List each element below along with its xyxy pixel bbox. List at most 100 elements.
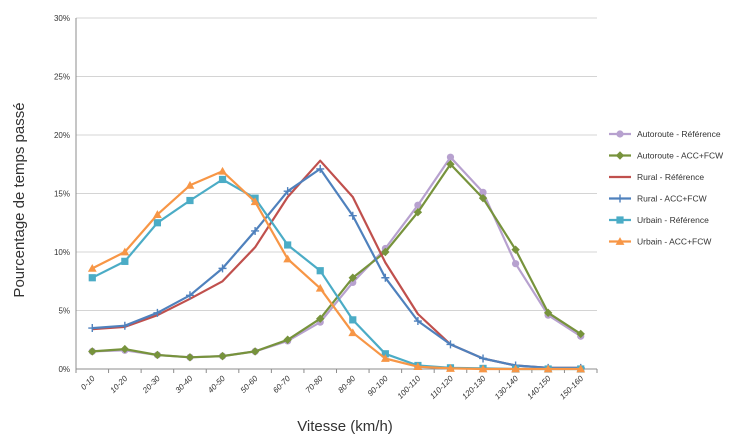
data-point <box>615 237 625 245</box>
data-point <box>316 314 325 323</box>
legend-label: Urbain - Référence <box>637 215 709 225</box>
data-point <box>316 267 324 275</box>
y-tick-label: 10% <box>54 248 70 257</box>
data-point <box>616 194 624 203</box>
data-point <box>153 219 162 227</box>
data-point <box>88 324 97 333</box>
x-tick-label: 90-100 <box>366 374 390 398</box>
data-point <box>218 264 227 273</box>
data-point <box>218 351 227 361</box>
x-tick-label: 0-10 <box>79 374 97 392</box>
data-point <box>250 197 260 206</box>
series-line <box>92 156 582 359</box>
legend-label: Autoroute - ACC+FCW <box>637 151 723 161</box>
x-tick-label: 60-70 <box>271 374 292 395</box>
data-point <box>615 151 625 160</box>
data-point <box>381 247 390 257</box>
data-point <box>413 362 423 371</box>
legend-entry: Autoroute - Référence <box>609 129 721 139</box>
data-point <box>511 364 520 373</box>
data-point <box>616 130 624 138</box>
series-group <box>88 164 585 372</box>
data-point <box>511 245 520 254</box>
x-tick-label: 120-130 <box>460 374 488 402</box>
y-tick-label: 5% <box>58 307 70 316</box>
y-tick-label: 30% <box>54 14 70 23</box>
data-point <box>381 273 390 282</box>
data-point <box>543 364 553 373</box>
data-point <box>185 353 195 362</box>
data-point <box>315 283 325 292</box>
legend-label: Rural - Référence <box>637 172 704 182</box>
data-point <box>380 354 390 362</box>
y-axis-ticks: 0% 5% 10% 15% 20% 25% 30% <box>54 14 70 374</box>
data-point <box>120 321 129 330</box>
data-point <box>153 350 162 360</box>
data-point <box>348 211 357 220</box>
data-point <box>576 364 586 373</box>
data-point <box>153 210 162 218</box>
data-point <box>413 317 422 326</box>
legend-label: Urbain - ACC+FCW <box>637 237 711 247</box>
x-tick-label: 30-40 <box>174 374 195 395</box>
series-lines <box>87 153 586 373</box>
y-tick-label: 20% <box>54 131 70 140</box>
data-point <box>543 308 553 318</box>
gridlines <box>75 17 598 373</box>
series-group <box>88 175 585 373</box>
legend-label: Rural - ACC+FCW <box>637 194 707 204</box>
legend-entry: Urbain - ACC+FCW <box>609 237 711 247</box>
legend-entry: Rural - ACC+FCW <box>609 194 707 204</box>
data-point <box>446 160 455 169</box>
data-point <box>283 254 293 263</box>
data-point <box>446 153 455 161</box>
x-tick-label: 130-140 <box>493 374 521 402</box>
y-axis-title: Pourcentage de temps passé <box>11 102 28 297</box>
x-axis-title: Vitesse (km/h) <box>297 418 393 435</box>
data-point <box>87 263 97 272</box>
series-group <box>87 166 586 373</box>
data-point <box>153 308 162 317</box>
data-point <box>479 188 487 196</box>
data-point <box>251 226 260 235</box>
series-line <box>92 163 582 359</box>
legend-entry: Rural - Référence <box>609 172 704 182</box>
legend: Autoroute - Référence Autoroute - ACC+FCW… <box>609 129 723 247</box>
x-tick-label: 10-20 <box>108 374 129 395</box>
x-tick-label: 20-30 <box>140 374 162 396</box>
data-point <box>283 335 292 344</box>
series-group <box>88 153 585 361</box>
data-point <box>121 257 129 265</box>
data-point <box>284 241 292 249</box>
x-axis-ticks: 0-10 10-20 20-30 30-40 40-50 50-60 60-70 70-80 8… <box>79 374 586 402</box>
data-point <box>348 273 357 282</box>
data-point <box>120 247 130 256</box>
series-group <box>88 160 585 362</box>
data-point <box>616 216 624 224</box>
y-tick-label: 25% <box>54 73 70 82</box>
series-line <box>91 170 581 371</box>
data-point <box>218 175 227 184</box>
legend-entry: Urbain - Référence <box>609 215 709 225</box>
data-point <box>348 328 358 337</box>
data-point <box>88 274 96 282</box>
data-point <box>349 316 357 324</box>
series-line <box>92 167 581 369</box>
data-point <box>316 164 325 173</box>
data-point <box>185 180 195 189</box>
x-tick-label: 110-120 <box>428 374 455 401</box>
x-tick-label: 70-80 <box>304 374 325 395</box>
data-point <box>446 340 455 349</box>
x-tick-label: 140-150 <box>525 374 553 402</box>
data-point <box>576 329 585 339</box>
data-point <box>218 166 227 175</box>
data-point <box>414 201 422 209</box>
data-point <box>511 260 520 268</box>
data-point <box>478 193 488 203</box>
data-point <box>120 344 130 354</box>
data-point <box>88 347 97 356</box>
data-point <box>479 354 488 363</box>
data-point <box>283 187 292 196</box>
legend-label: Autoroute - Référence <box>637 129 721 139</box>
